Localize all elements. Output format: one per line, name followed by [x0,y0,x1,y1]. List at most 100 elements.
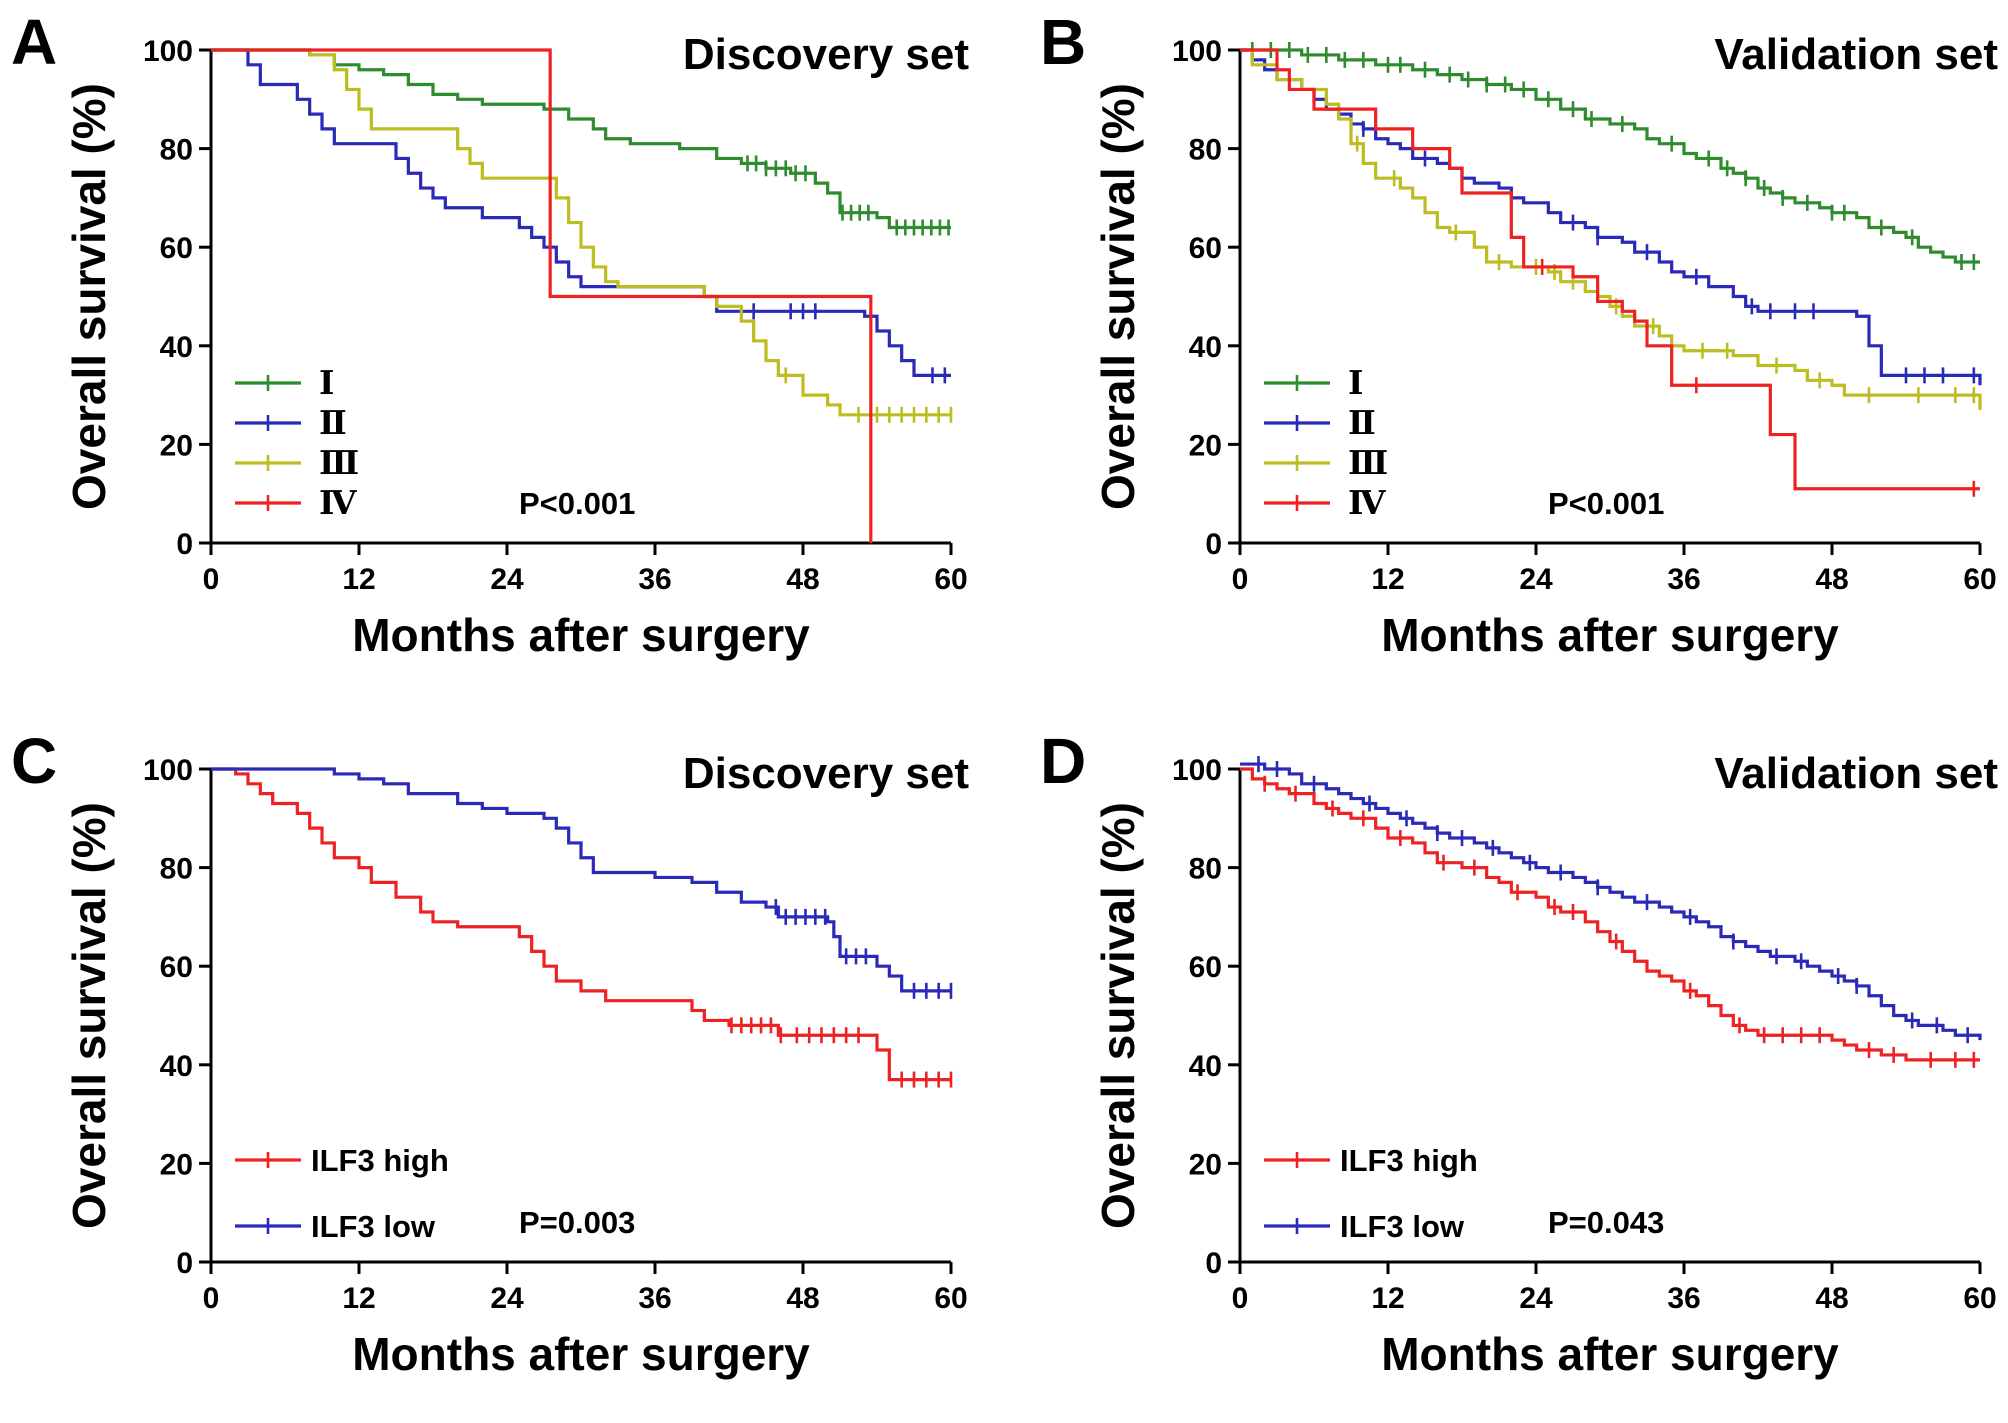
x-axis-label: Months after surgery [352,609,810,661]
panel-letter: C [11,725,57,797]
y-tick-label: 40 [160,331,193,364]
series-stage-II [211,48,951,384]
survival-curve [1240,767,1980,1062]
x-tick-label: 0 [203,1282,220,1315]
p-value: P=0.003 [519,1205,635,1240]
panel-title: Validation set [1714,749,1998,798]
x-axis-label: Months after surgery [352,1328,810,1380]
y-tick-label: 80 [1189,134,1222,167]
legend-item: Ⅱ [235,406,347,442]
survival-curve [211,48,951,230]
x-tick-label: 12 [1371,563,1404,596]
series-ilf3-low [1240,756,1982,1044]
y-tick-label: 60 [1189,951,1222,984]
panel-letter: B [1040,6,1086,78]
p-value: P=0.043 [1548,1205,1664,1240]
legend-label: Ⅳ [1348,486,1386,522]
y-tick-label: 0 [1205,1247,1222,1280]
legend-label: Ⅲ [319,446,359,482]
y-axis-label: Overall survival (%) [63,802,115,1229]
x-tick-label: 36 [638,563,671,596]
panel-title: Validation set [1714,30,1998,79]
legend-label: Ⅰ [1348,366,1363,402]
legend-label: Ⅱ [319,406,347,442]
x-tick-label: 60 [1963,1282,1996,1315]
legend-label: ILF3 high [311,1143,449,1178]
y-tick-label: 20 [160,429,193,462]
y-axis-label: Overall survival (%) [1092,802,1144,1229]
legend-label: ILF3 low [1340,1209,1465,1244]
legend-item: ILF3 high [235,1143,449,1178]
series-stage-III [211,48,953,423]
x-tick-label: 12 [342,563,375,596]
legend: ILF3 high ILF3 low [1264,1143,1478,1244]
x-tick-label: 48 [786,563,819,596]
panel-title: Discovery set [683,30,970,79]
legend-label: ILF3 high [1340,1143,1478,1178]
panel-c: C Discovery set 0 20 40 60 80 100 0 12 24 36 48 60 Mon… [11,725,969,1380]
series-ilf3-high [211,767,953,1088]
x-tick-label: 0 [1232,1282,1249,1315]
y-tick-label: 20 [1189,429,1222,462]
y-axis-label: Overall survival (%) [1092,83,1144,510]
survival-curve [211,48,951,377]
legend-item: Ⅳ [1264,486,1386,522]
legend-label: Ⅲ [1348,446,1388,482]
survival-curve [1240,48,1980,491]
survival-curve [211,48,873,543]
x-tick-label: 24 [1519,563,1553,596]
survival-curve [1240,48,1982,410]
y-tick-label: 80 [160,853,193,886]
x-tick-label: 36 [1667,563,1700,596]
x-tick-label: 60 [934,563,967,596]
y-tick-label: 100 [143,754,193,787]
series-ilf3-low [211,767,953,999]
legend-item: Ⅰ [235,366,334,402]
legend-item: Ⅰ [1264,366,1363,402]
y-tick-label: 40 [1189,331,1222,364]
y-tick-label: 40 [1189,1050,1222,1083]
legend-item: Ⅲ [235,446,359,482]
x-tick-label: 12 [1371,1282,1404,1315]
series-stage-IV [211,48,873,543]
y-tick-label: 100 [1172,35,1222,68]
y-tick-label: 40 [160,1050,193,1083]
survival-curve [1240,48,1980,264]
y-tick-label: 20 [160,1148,193,1181]
legend-item: Ⅱ [1264,406,1376,442]
x-tick-label: 24 [1519,1282,1553,1315]
y-tick-label: 60 [1189,232,1222,265]
y-tick-label: 80 [160,134,193,167]
y-tick-label: 0 [176,528,193,561]
y-tick-label: 0 [1205,528,1222,561]
panel-letter: A [11,6,57,78]
series-ilf3-high [1240,767,1980,1068]
panel-letter: D [1040,725,1086,797]
x-tick-label: 48 [1815,1282,1848,1315]
x-tick-label: 60 [1963,563,1996,596]
y-tick-label: 100 [143,35,193,68]
legend-label: Ⅱ [1348,406,1376,442]
x-tick-label: 60 [934,1282,967,1315]
x-tick-label: 12 [342,1282,375,1315]
y-tick-label: 60 [160,951,193,984]
x-tick-label: 36 [638,1282,671,1315]
panel-b: B Validation set 0 20 40 60 80 100 0 12 24 36 48 60 Mo… [1040,6,1998,661]
legend: Ⅰ Ⅱ Ⅲ Ⅳ [235,366,359,522]
series-stage-III [1240,48,1982,410]
x-tick-label: 36 [1667,1282,1700,1315]
y-tick-label: 0 [176,1247,193,1280]
survival-curve [211,48,951,417]
x-tick-label: 24 [490,563,524,596]
panel-title: Discovery set [683,749,970,798]
y-tick-label: 60 [160,232,193,265]
legend: Ⅰ Ⅱ Ⅲ Ⅳ [1264,366,1388,522]
legend-item: ILF3 low [1264,1209,1465,1244]
p-value: P<0.001 [1548,486,1664,521]
x-tick-label: 24 [490,1282,524,1315]
x-axis-label: Months after surgery [1381,609,1839,661]
series-stage-IV [1240,48,1980,497]
panel-d: D Validation set 0 20 40 60 80 100 0 12 24 36 48 60 Mo… [1040,725,1998,1380]
y-tick-label: 100 [1172,754,1222,787]
